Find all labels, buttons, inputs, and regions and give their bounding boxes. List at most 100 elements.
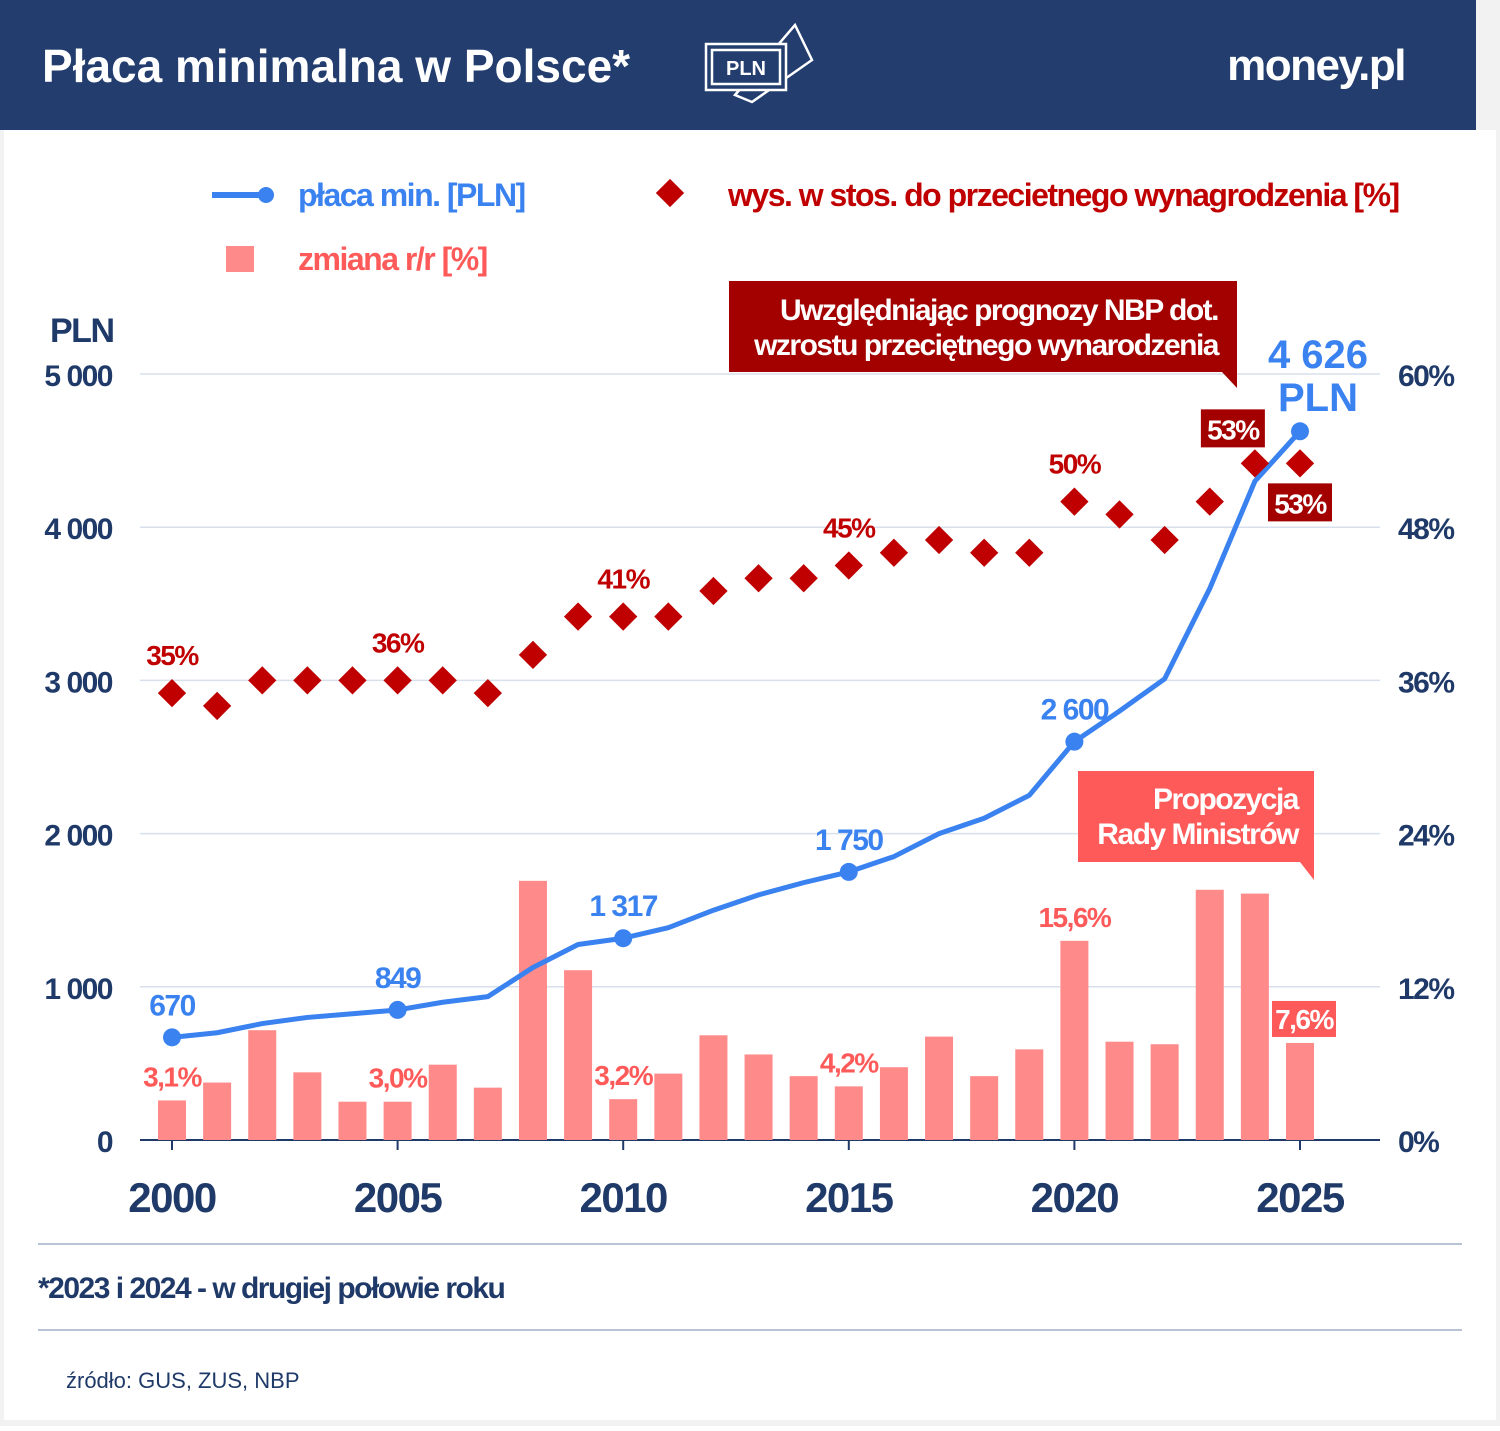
rada-callout-line-1: Propozycja: [1153, 783, 1300, 816]
diamond-2020: [1060, 487, 1089, 516]
legend-line-label: płaca min. [PLN]: [298, 177, 525, 213]
bar-2009: [564, 970, 593, 1140]
bar-2015: [834, 1086, 863, 1140]
diamond-2023: [1195, 487, 1224, 516]
x-tick-label: 2000: [128, 1174, 216, 1221]
bar-2024: [1240, 893, 1269, 1140]
banknote-icon: PLN: [704, 22, 814, 104]
nbp-callout-line-2: wzrostu przeciętnego wynarodzenia: [753, 329, 1220, 362]
rada-callout-line-2: Rady Ministrów: [1097, 818, 1300, 851]
bar-2025: [1286, 1042, 1314, 1140]
bar-2005: [383, 1101, 412, 1140]
diamond-2021: [1105, 500, 1134, 529]
left-tick-label: 1 000: [44, 973, 112, 1006]
diamond-2015: [834, 551, 863, 580]
left-tick-label: 2 000: [44, 820, 112, 853]
left-tick-label: 5 000: [44, 360, 112, 393]
x-tick-label: 2005: [354, 1174, 443, 1221]
legend-bar-label: zmiana r/r [%]: [298, 241, 487, 277]
legend-diamond-label: wys. w stos. do przecietnego wynagrodzen…: [727, 177, 1399, 213]
diamond-label: 45%: [823, 513, 876, 544]
final-wage-unit: PLN: [1278, 376, 1358, 420]
left-tick-label: 0: [97, 1126, 113, 1159]
diamond-2025: [1285, 449, 1315, 478]
legend-diamond-swatch: [655, 178, 685, 208]
diamond-2005: [383, 666, 412, 695]
bar-2004: [338, 1101, 367, 1140]
diamond-2010: [609, 602, 638, 631]
diamond-2018: [970, 538, 999, 567]
left-axis-label: PLN: [50, 312, 114, 350]
bar-label: 3,1%: [143, 1061, 202, 1092]
bar-2021: [1105, 1041, 1134, 1140]
bar-label: 7,6%: [1275, 1004, 1334, 1035]
right-tick-label: 24%: [1398, 820, 1454, 853]
left-tick-label: 3 000: [44, 666, 112, 699]
diamond-label: 36%: [372, 627, 425, 658]
diamond-label-box: [1268, 483, 1332, 522]
bar-2013: [744, 1054, 773, 1140]
diamond-2007: [473, 679, 502, 708]
bar-2014: [789, 1076, 818, 1140]
bar-label: 3,2%: [594, 1060, 653, 1091]
wage-point-2020: [1065, 732, 1084, 751]
diamond-2004: [338, 666, 367, 695]
legend: płaca min. [PLN] wys. w stos. do przecie…: [212, 177, 1400, 277]
bar-2017: [925, 1036, 954, 1140]
diamond-2008: [518, 640, 548, 670]
x-tick-label: 2025: [1256, 1174, 1345, 1221]
legend-line-marker: [258, 187, 274, 203]
footnote: *2023 i 2024 - w drugiej połowie roku: [38, 1272, 505, 1305]
x-tick-label: 2015: [805, 1174, 894, 1221]
bar-2011: [654, 1073, 683, 1140]
diamond-2011: [654, 602, 683, 631]
wage-label: 1 750: [815, 824, 883, 857]
right-tick-label: 60%: [1398, 360, 1454, 393]
diamond-2022: [1150, 525, 1179, 555]
wage-point-2015: [839, 862, 858, 881]
diamond-2003: [293, 666, 322, 695]
right-tick-label: 36%: [1398, 666, 1454, 699]
bar-2020: [1060, 940, 1089, 1140]
right-tick-label: 48%: [1398, 513, 1454, 546]
money-pl-logo: money.pl: [1227, 41, 1405, 90]
wage-label: 670: [149, 989, 195, 1022]
diamond-2024: [1240, 449, 1270, 478]
right-tick-label: 12%: [1398, 973, 1454, 1006]
diamonds: [157, 449, 1315, 721]
gridlines: 0 0% 1 000 12% 2 000 24% 3 000 36% 4 000 48% 5 000…: [44, 360, 1455, 1221]
bar-2023: [1195, 889, 1224, 1140]
wage-point-2005: [388, 1000, 407, 1019]
right-tick-label: 0%: [1398, 1126, 1439, 1159]
bar-2002: [248, 1030, 277, 1140]
wage-line-path: [171, 429, 1302, 1040]
bar-label-box: [1272, 1000, 1336, 1037]
bars: [158, 880, 1314, 1140]
diamond-2012: [699, 576, 728, 606]
diamond-label: 53%: [1274, 488, 1327, 519]
diamond-2006: [428, 666, 457, 695]
bar-2008: [518, 880, 547, 1140]
final-wage-value: 4 626: [1268, 333, 1368, 377]
wage-label: 1 317: [589, 890, 657, 923]
diamond-2019: [1015, 538, 1044, 567]
wage-line: [163, 422, 1309, 1047]
diamond-2009: [563, 602, 593, 631]
chart-title: Płaca minimalna w Polsce*: [42, 40, 630, 92]
wage-label: 2 600: [1041, 694, 1109, 727]
bar-2010: [609, 1099, 638, 1140]
diamond-label: 53%: [1207, 414, 1260, 445]
wage-label: 849: [375, 962, 421, 995]
wage-point-2025: [1291, 422, 1309, 441]
left-tick-label: 4 000: [44, 513, 112, 546]
source-text: źródło: GUS, ZUS, NBP: [66, 1368, 300, 1393]
x-tick-label: 2020: [1031, 1174, 1119, 1221]
diamond-2000: [157, 679, 187, 708]
bar-2016: [879, 1067, 908, 1140]
diamond-2016: [879, 538, 909, 567]
diamond-label: 50%: [1049, 449, 1102, 480]
diamond-2013: [744, 564, 773, 593]
bar-2003: [293, 1072, 322, 1140]
rada-callout: Propozycja Rady Ministrów: [1078, 771, 1314, 880]
